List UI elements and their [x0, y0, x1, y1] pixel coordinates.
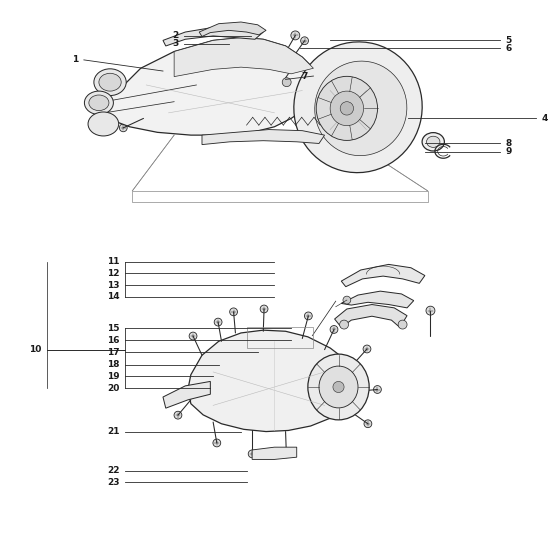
- Text: 16: 16: [107, 335, 119, 345]
- Polygon shape: [202, 129, 325, 144]
- Polygon shape: [199, 22, 266, 36]
- Text: 7: 7: [301, 72, 308, 81]
- Circle shape: [174, 411, 182, 419]
- Ellipse shape: [422, 133, 445, 151]
- Circle shape: [426, 306, 435, 315]
- Ellipse shape: [319, 366, 358, 408]
- Circle shape: [364, 420, 372, 428]
- Circle shape: [213, 439, 221, 447]
- Text: 19: 19: [107, 372, 119, 381]
- Polygon shape: [174, 38, 314, 77]
- Circle shape: [330, 325, 338, 333]
- Ellipse shape: [85, 91, 113, 114]
- Ellipse shape: [315, 61, 407, 156]
- Text: 14: 14: [107, 292, 119, 301]
- Ellipse shape: [427, 136, 440, 147]
- Bar: [246, 327, 314, 348]
- Text: 8: 8: [506, 139, 512, 148]
- Text: 12: 12: [107, 269, 119, 278]
- Ellipse shape: [330, 91, 363, 125]
- Polygon shape: [341, 264, 425, 287]
- Polygon shape: [96, 38, 319, 135]
- Circle shape: [398, 320, 407, 329]
- Circle shape: [189, 332, 197, 340]
- Circle shape: [343, 296, 351, 304]
- Circle shape: [214, 318, 222, 326]
- Circle shape: [305, 312, 312, 320]
- Text: 11: 11: [107, 257, 119, 266]
- Circle shape: [363, 345, 371, 353]
- Text: 21: 21: [107, 427, 119, 436]
- Polygon shape: [163, 26, 263, 46]
- Text: 1: 1: [72, 55, 78, 64]
- Polygon shape: [188, 330, 358, 432]
- Circle shape: [374, 386, 381, 394]
- Ellipse shape: [88, 112, 119, 136]
- Text: 5: 5: [506, 36, 512, 45]
- Circle shape: [248, 450, 256, 458]
- Text: 17: 17: [107, 348, 119, 357]
- Text: 18: 18: [107, 360, 119, 369]
- Circle shape: [230, 308, 237, 316]
- Circle shape: [119, 124, 127, 132]
- Text: 2: 2: [172, 31, 179, 40]
- Ellipse shape: [94, 69, 126, 96]
- Circle shape: [282, 450, 290, 458]
- Circle shape: [301, 37, 309, 45]
- Text: 23: 23: [107, 478, 119, 487]
- Circle shape: [291, 31, 300, 40]
- Polygon shape: [341, 291, 414, 308]
- Circle shape: [340, 102, 353, 115]
- Ellipse shape: [99, 73, 121, 91]
- Circle shape: [333, 381, 344, 393]
- Text: 10: 10: [29, 345, 41, 354]
- Text: 15: 15: [107, 324, 119, 333]
- Ellipse shape: [316, 76, 377, 141]
- Text: 4: 4: [542, 114, 548, 123]
- Text: 22: 22: [107, 466, 119, 475]
- Polygon shape: [335, 305, 407, 328]
- Ellipse shape: [89, 95, 109, 111]
- Text: 6: 6: [506, 44, 512, 53]
- Text: 3: 3: [172, 39, 179, 48]
- Polygon shape: [252, 447, 297, 459]
- Circle shape: [339, 320, 348, 329]
- Circle shape: [260, 305, 268, 313]
- Circle shape: [282, 78, 291, 87]
- Ellipse shape: [308, 354, 369, 420]
- Text: 20: 20: [107, 384, 119, 393]
- Polygon shape: [163, 381, 211, 408]
- Text: 13: 13: [107, 281, 119, 290]
- Ellipse shape: [294, 42, 422, 172]
- Text: 9: 9: [506, 147, 512, 156]
